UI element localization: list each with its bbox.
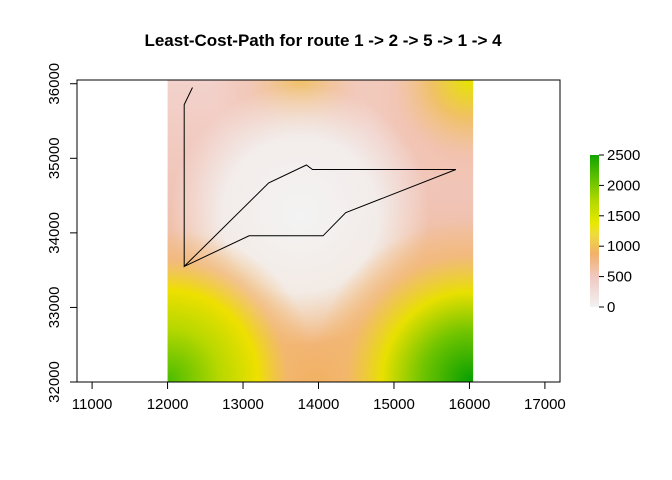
least-cost-path-line (183, 87, 457, 268)
x-tick-label: 14000 (298, 396, 340, 413)
colorbar-tick-label: 2000 (607, 177, 640, 194)
colorbar-tick-label: 0 (607, 299, 615, 316)
cost-surface-raster (167, 80, 474, 382)
y-tick-label: 32000 (46, 361, 63, 403)
raster-bottom-right-glow (167, 80, 474, 382)
y-tick-label: 34000 (46, 212, 63, 254)
x-tick-label: 17000 (524, 396, 566, 413)
colorbar-tick-label: 2500 (607, 147, 640, 164)
y-axis: 32000 33000 34000 35000 36000 (46, 63, 77, 403)
y-tick-label: 35000 (46, 137, 63, 179)
colorbar-tick-label: 1500 (607, 208, 640, 225)
x-tick-label: 13000 (222, 396, 264, 413)
chart-title: Least-Cost-Path for route 1 -> 2 -> 5 ->… (144, 31, 502, 50)
y-tick-label: 33000 (46, 287, 63, 329)
x-tick-label: 11000 (72, 396, 113, 413)
x-axis: 11000 12000 13000 14000 15000 16000 17000 (72, 382, 566, 413)
x-tick-label: 16000 (449, 396, 491, 413)
x-tick-label: 15000 (373, 396, 415, 413)
colorbar-gradient (590, 155, 599, 307)
colorbar-tick-label: 1000 (607, 238, 640, 255)
y-tick-label: 36000 (46, 63, 63, 105)
colorbar-ticks: 0 500 1000 1500 2000 2500 (599, 147, 640, 316)
colorbar-legend: 0 500 1000 1500 2000 2500 (590, 147, 640, 316)
x-tick-label: 12000 (147, 396, 189, 413)
colorbar-tick-label: 500 (607, 269, 632, 286)
